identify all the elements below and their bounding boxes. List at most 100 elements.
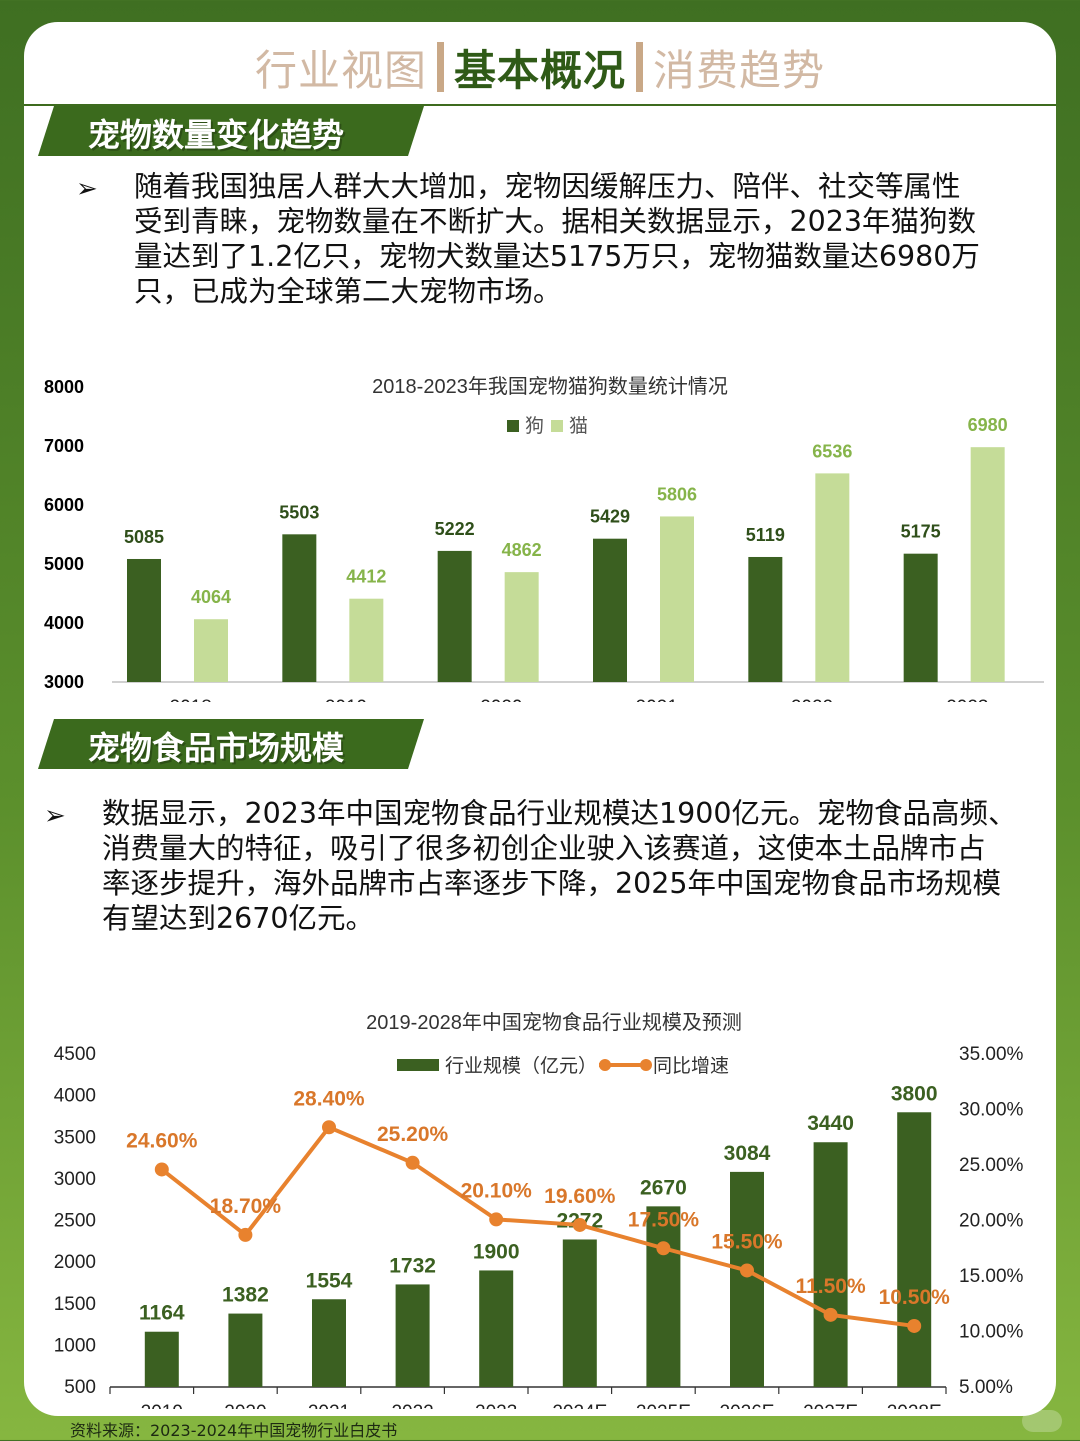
data-label: 3800 (891, 1082, 938, 1105)
growth-rate-line (160, 1124, 915, 1328)
y-right-tick-label: 25.00% (959, 1155, 1024, 1176)
y-left-tick-label: 4000 (54, 1086, 96, 1107)
x-tick-label: 2021 (636, 697, 678, 702)
content-card: 行业视图 基本概况 消费趋势 宠物数量变化趋势 ➢ 随着我国独居人群大大增加，宠… (24, 22, 1056, 1416)
bar-狗 (748, 556, 783, 682)
legend-marker (599, 1059, 611, 1071)
data-source-note: 资料来源：2023-2024年中国宠物行业白皮书 (70, 1421, 398, 1440)
y-tick-label: 8000 (44, 377, 84, 397)
section-banner-pet-count: 宠物数量变化趋势 (38, 106, 424, 156)
x-tick-label: 2019 (141, 1402, 183, 1409)
growth-rate-point (405, 1155, 420, 1170)
growth-rate-point (154, 1162, 169, 1177)
paragraph-line: 受到青睐，宠物数量在不断扩大。据相关数据显示，2023年猫狗数 (134, 205, 977, 238)
data-label: 3440 (807, 1112, 854, 1135)
section-title: 宠物数量变化趋势 (88, 116, 345, 154)
growth-rate-point (907, 1318, 922, 1333)
x-tick-label: 2023 (946, 697, 988, 702)
x-tick-label: 2021 (308, 1402, 350, 1409)
bar-猫 (970, 447, 1005, 682)
legend-swatch (397, 1059, 439, 1071)
bar-狗 (282, 534, 317, 682)
y-right-tick-label: 20.00% (959, 1211, 1024, 1232)
bar-狗 (903, 553, 938, 682)
legend-label: 同比增速 (653, 1055, 729, 1077)
growth-rate-label: 25.20% (377, 1123, 449, 1146)
paragraph-line: 有望达到2670亿元。 (102, 902, 375, 935)
bar-market-size (312, 1299, 346, 1387)
data-label: 5175 (901, 522, 941, 542)
growth-rate-label: 28.40% (293, 1087, 365, 1110)
x-tick-label: 2023 (475, 1402, 517, 1409)
bar-market-size (479, 1270, 514, 1387)
tab-basic-overview[interactable]: 基本概况 (453, 45, 626, 95)
y-right-tick-label: 5.00% (959, 1377, 1013, 1398)
bar-狗 (437, 550, 472, 682)
growth-rate-label: 18.70% (210, 1195, 282, 1218)
data-label: 1164 (139, 1302, 185, 1325)
data-label: 1554 (306, 1269, 353, 1292)
bar-market-size (897, 1112, 932, 1387)
data-label: 4412 (346, 567, 386, 587)
growth-rate-label: 24.60% (126, 1129, 198, 1152)
bar-猫 (815, 473, 850, 682)
y-left-tick-label: 1500 (54, 1294, 96, 1315)
tab-industry-view[interactable]: 行业视图 (254, 45, 427, 95)
y-left-tick-label: 3000 (54, 1169, 96, 1190)
data-label: 5503 (279, 502, 319, 522)
y-right-tick-label: 15.00% (959, 1266, 1024, 1287)
data-label: 1900 (473, 1240, 520, 1263)
growth-rate-point (322, 1120, 336, 1135)
data-label: 5222 (435, 519, 475, 539)
tab-consumption-trend[interactable]: 消费趋势 (653, 45, 826, 95)
legend-label: 狗 (525, 415, 544, 437)
y-tick-label: 5000 (44, 554, 84, 574)
tab-separator (636, 42, 643, 92)
y-right-tick-label: 35.00% (959, 1044, 1024, 1065)
y-left-tick-label: 4500 (54, 1044, 96, 1065)
growth-rate-label: 19.60% (544, 1185, 616, 1208)
growth-rate-point (656, 1241, 671, 1256)
y-left-tick-label: 500 (64, 1377, 96, 1398)
x-tick-label: 2024E (552, 1402, 607, 1409)
data-label: 4064 (191, 587, 231, 607)
growth-rate-label: 20.10% (461, 1179, 533, 1202)
bullet-arrow-icon: ➢ (76, 173, 98, 203)
x-tick-label: 2025E (636, 1402, 691, 1409)
data-label: 3084 (724, 1142, 771, 1165)
legend-swatch (551, 420, 563, 432)
section2-paragraph: 数据显示，2023年中国宠物食品行业规模达1900亿元。宠物食品高频、 消费量大… (102, 796, 1052, 936)
bar-market-size (144, 1331, 179, 1387)
paragraph-line: 率逐步提升，海外品牌市占率逐步下降，2025年中国宠物食品市场规模 (102, 867, 1002, 900)
chart-title: 2018-2023年我国宠物猫狗数量统计情况 (372, 375, 728, 398)
growth-rate-point (823, 1307, 838, 1322)
data-label: 2670 (640, 1176, 687, 1199)
growth-rate-label: 10.50% (879, 1286, 951, 1309)
y-tick-label: 3000 (44, 672, 84, 692)
bar-market-size (562, 1239, 597, 1387)
x-tick-label: 2022 (391, 1402, 433, 1409)
y-right-tick-label: 10.00% (959, 1322, 1024, 1343)
growth-rate-label: 17.50% (628, 1208, 700, 1231)
growth-rate-point (572, 1217, 587, 1232)
x-tick-label: 2018 (170, 697, 212, 702)
y-right-tick-label: 30.00% (959, 1100, 1024, 1121)
growth-rate-point (740, 1263, 754, 1278)
bar-market-size (730, 1171, 764, 1387)
legend-label: 行业规模（亿元） (445, 1055, 597, 1077)
paragraph-line: 消费量大的特征，吸引了很多初创企业驶入该赛道，这使本土品牌市占 (102, 832, 986, 865)
section1-paragraph: 随着我国独居人群大大增加，宠物因缓解压力、陪伴、社交等属性 受到青睐，宠物数量在… (134, 169, 1044, 309)
growth-rate-label: 15.50% (711, 1230, 783, 1253)
y-left-tick-label: 2000 (54, 1252, 96, 1273)
chart-title: 2019-2028年中国宠物食品行业规模及预测 (366, 1011, 742, 1034)
watermark-logo (1022, 1410, 1062, 1432)
bar-狗 (593, 538, 627, 682)
growth-rate-label: 11.50% (796, 1275, 866, 1298)
top-tab-bar: 行业视图 基本概况 消费趋势 (24, 36, 1056, 98)
data-label: 5429 (590, 507, 630, 527)
bar-猫 (194, 619, 228, 682)
x-tick-label: 2026E (720, 1402, 775, 1409)
growth-rate-point (238, 1227, 253, 1242)
